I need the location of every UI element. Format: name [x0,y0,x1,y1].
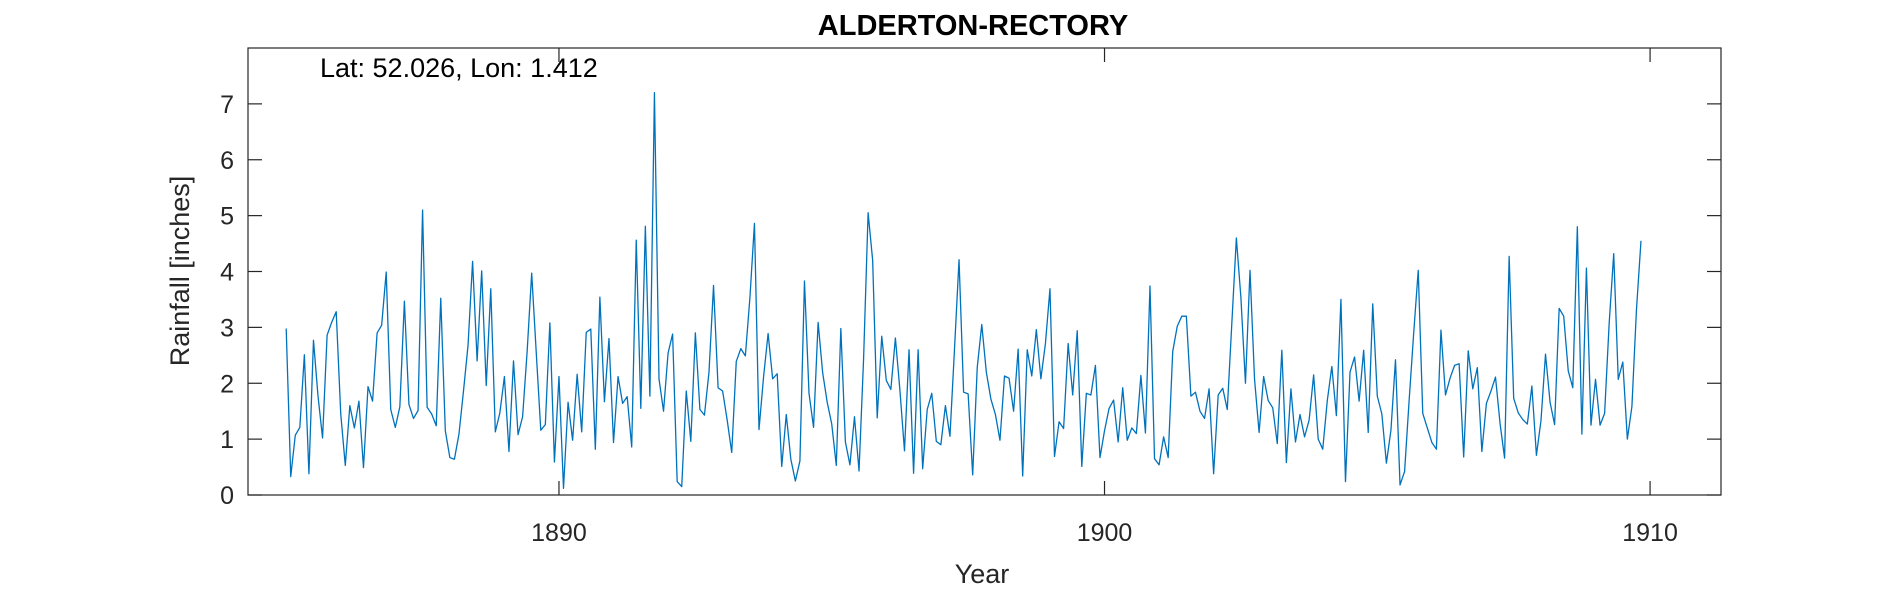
x-tick-label: 1890 [531,519,587,547]
y-tick-label: 3 [220,314,234,342]
y-tick-label: 4 [220,259,234,287]
x-tick-label: 1900 [1077,519,1133,547]
x-axis: 1890 1900 1910 [531,48,1678,547]
y-tick-label: 6 [220,147,234,175]
y-tick-label: 2 [220,370,234,398]
y-tick-label: 5 [220,203,234,231]
y-tick-label: 0 [220,482,234,510]
y-axis: 0 1 2 3 4 5 6 7 [220,91,1721,510]
rainfall-series-line [285,92,1642,489]
y-tick-label: 1 [220,426,234,454]
y-tick-label: 7 [220,91,234,119]
x-tick-label: 1910 [1622,519,1678,547]
chart-title: ALDERTON-RECTORY [818,10,1128,42]
location-annotation: Lat: 52.026, Lon: 1.412 [320,53,598,83]
y-axis-label: Rainfall [inches] [165,176,195,367]
x-axis-label: Year [955,559,1010,589]
